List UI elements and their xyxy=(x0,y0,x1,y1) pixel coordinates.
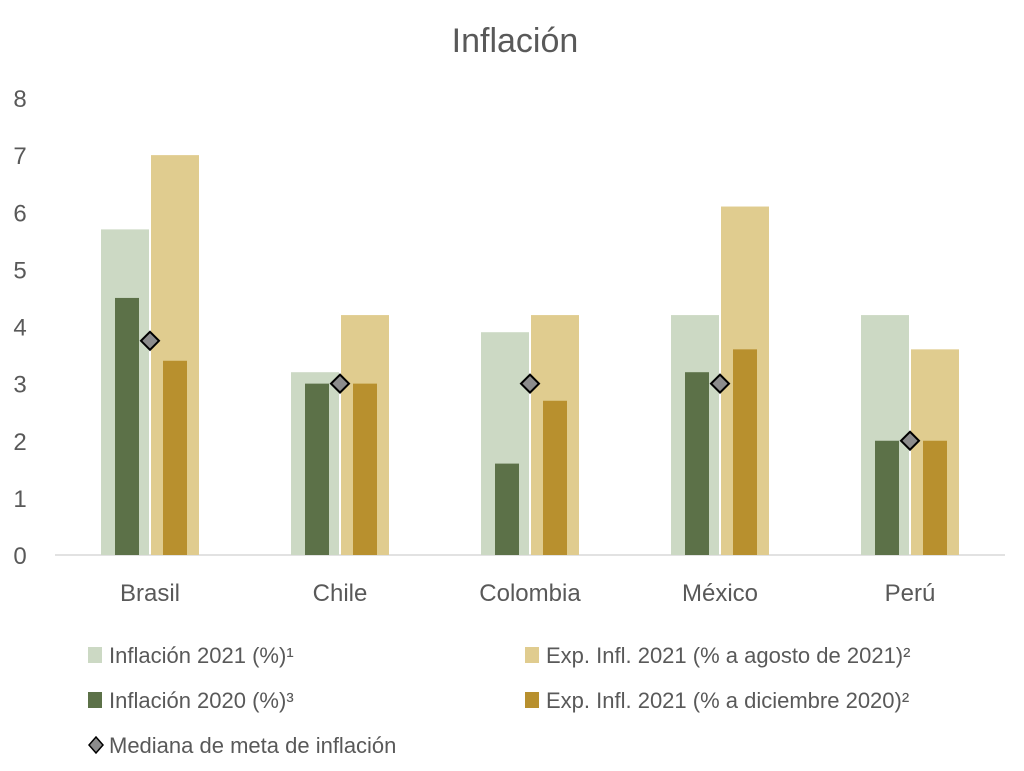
y-tick-label: 7 xyxy=(13,143,26,170)
diamond-marker xyxy=(329,373,351,395)
bar xyxy=(733,349,757,555)
y-tick-label: 4 xyxy=(13,315,26,342)
bar xyxy=(353,383,377,555)
y-tick-label: 3 xyxy=(13,372,26,399)
diamond-marker xyxy=(899,430,921,452)
bar xyxy=(495,463,519,555)
y-tick-label: 1 xyxy=(13,486,26,513)
legend-label: Inflación 2020 (%)³ xyxy=(109,688,294,713)
legend-swatch xyxy=(88,647,102,663)
diamond-marker xyxy=(139,330,161,352)
bar xyxy=(163,360,187,555)
bar xyxy=(305,383,329,555)
x-tick-label: Chile xyxy=(313,580,368,607)
bar xyxy=(685,372,709,555)
legend-swatch xyxy=(525,647,539,663)
legend-label: Exp. Infl. 2021 (% a diciembre 2020)² xyxy=(546,688,909,713)
diamond-marker xyxy=(709,373,731,395)
legend-diamond-icon xyxy=(88,735,104,755)
legend-label: Exp. Infl. 2021 (% a agosto de 2021)² xyxy=(546,643,910,668)
bar xyxy=(875,440,899,555)
legend-swatch xyxy=(88,692,102,708)
x-tick-label: Colombia xyxy=(479,580,581,607)
diamond-marker xyxy=(519,373,541,395)
chart-title: Inflación xyxy=(452,22,579,60)
y-tick-label: 5 xyxy=(13,257,26,284)
x-tick-label: México xyxy=(682,580,758,607)
bar xyxy=(923,440,947,555)
legend-label: Mediana de meta de inflación xyxy=(109,733,396,758)
bar xyxy=(115,297,139,555)
x-tick-label: Perú xyxy=(885,580,936,607)
y-tick-label: 0 xyxy=(13,543,26,570)
y-tick-label: 8 xyxy=(13,86,26,113)
bar xyxy=(543,400,567,555)
x-tick-label: Brasil xyxy=(120,580,180,607)
legend-label: Inflación 2021 (%)¹ xyxy=(109,643,294,668)
legend-swatch xyxy=(525,692,539,708)
y-tick-label: 6 xyxy=(13,200,26,227)
y-tick-label: 2 xyxy=(13,429,26,456)
